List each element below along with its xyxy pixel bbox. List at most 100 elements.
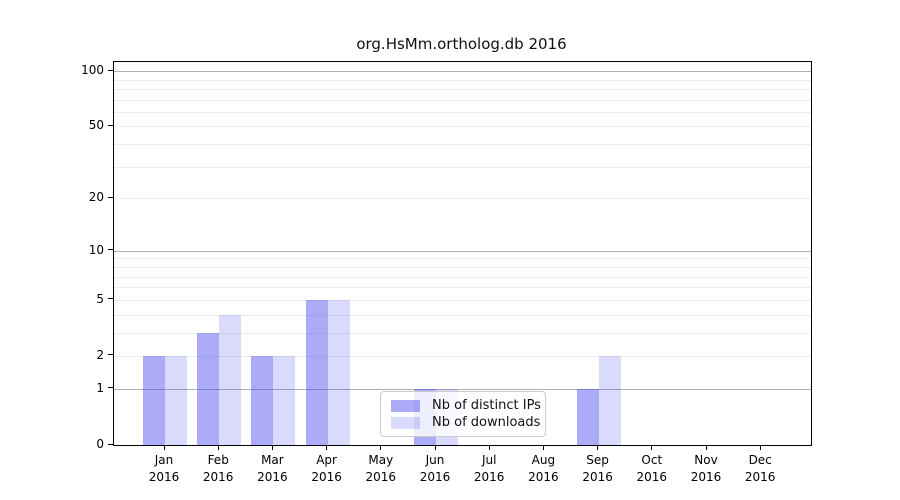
x-tick	[163, 445, 165, 450]
gridline-minor	[114, 299, 811, 301]
bar	[143, 355, 165, 445]
legend: Nb of distinct IPs Nb of downloads	[380, 391, 546, 437]
legend-label-downloads: Nb of downloads	[432, 415, 541, 430]
gridline-major	[114, 388, 811, 390]
x-tick-label: Jan 2016	[132, 452, 196, 486]
x-tick	[217, 445, 219, 450]
x-tick	[597, 445, 599, 450]
x-tick-label-line: Jul	[481, 453, 497, 467]
x-tick-label-line: 2016	[202, 470, 234, 484]
gridline-minor	[114, 144, 811, 146]
gridline-minor	[114, 126, 811, 128]
x-tick	[542, 445, 544, 450]
gridline-minor	[114, 198, 811, 200]
x-tick-label: May 2016	[349, 452, 413, 486]
x-tick-label: Jul 2016	[457, 452, 521, 486]
plot-area	[113, 61, 812, 446]
x-tick-label-line: 2016	[311, 470, 342, 484]
legend-swatch-downloads-icon	[391, 416, 420, 429]
y-tick-label: 1	[96, 380, 104, 395]
gridline-minor	[114, 111, 811, 113]
x-tick-label-line: Dec	[748, 453, 772, 467]
x-tick-label: Dec 2016	[728, 452, 792, 486]
x-tick-label-line: Nov	[694, 453, 718, 467]
y-tick-label: 5	[96, 291, 104, 306]
x-tick-label-line: May	[368, 453, 394, 467]
x-tick-label-line: 2016	[690, 470, 722, 484]
y-tick	[108, 124, 113, 126]
bar	[219, 314, 242, 445]
gridline-minor	[114, 355, 811, 357]
y-tick	[108, 298, 113, 300]
bar	[305, 299, 328, 445]
x-tick-label-line: 2016	[473, 470, 505, 484]
legend-item: Nb of distinct IPs	[388, 398, 541, 413]
y-tick-label: 10	[88, 242, 104, 257]
y-tick	[108, 387, 113, 389]
y-tick	[108, 354, 113, 356]
x-tick-label-line: 2016	[744, 470, 776, 484]
x-tick	[651, 445, 653, 450]
x-tick-label: Sep 2016	[566, 452, 630, 486]
y-tick-label: 50	[88, 118, 104, 133]
x-tick-label-line: 2016	[419, 470, 451, 484]
y-tick	[108, 69, 113, 71]
x-tick-label-line: Jun	[425, 453, 445, 467]
gridline-major	[114, 250, 811, 252]
x-tick-label-line: Sep	[586, 453, 609, 467]
x-tick-label-line: 2016	[148, 470, 180, 484]
x-tick-label: Feb 2016	[186, 452, 250, 486]
bar	[327, 299, 350, 445]
x-tick	[759, 445, 761, 450]
legend-label-distinct-ips: Nb of distinct IPs	[432, 398, 541, 413]
y-tick	[108, 249, 113, 251]
y-tick	[108, 443, 113, 445]
x-tick-label: Aug 2016	[511, 452, 575, 486]
x-tick-label-line: Mar	[261, 453, 284, 467]
y-tick-label: 2	[96, 347, 104, 362]
gridline-minor	[114, 166, 811, 168]
gridline-minor	[114, 287, 811, 289]
x-tick-label-line: 2016	[365, 470, 397, 484]
x-tick-label-line: Apr	[316, 453, 337, 467]
bar	[598, 355, 621, 445]
x-tick-label-line: Aug	[531, 453, 556, 467]
gridline-minor	[114, 276, 811, 278]
bar	[273, 355, 296, 445]
bar	[197, 332, 220, 445]
x-tick-label: Nov 2016	[674, 452, 738, 486]
bar	[576, 388, 599, 445]
x-tick	[705, 445, 707, 450]
gridline-minor	[114, 266, 811, 268]
x-tick-label: Oct 2016	[620, 452, 684, 486]
x-tick-label-line: 2016	[528, 470, 559, 484]
x-tick-label-line: Oct	[641, 453, 663, 467]
y-tick-label: 20	[88, 190, 104, 205]
x-tick-label: Jun 2016	[403, 452, 467, 486]
x-tick	[434, 445, 436, 450]
x-tick	[488, 445, 490, 450]
x-tick	[326, 445, 328, 450]
y-tick-label: 100	[81, 63, 104, 78]
gridline-minor	[114, 79, 811, 81]
x-tick-label-line: 2016	[582, 470, 613, 484]
x-tick-label-line: 2016	[636, 470, 668, 484]
gridline-minor	[114, 314, 811, 316]
legend-item: Nb of downloads	[388, 415, 541, 430]
x-tick	[271, 445, 273, 450]
chart-title: org.HsMm.ortholog.db 2016	[356, 35, 567, 53]
gridline-minor	[114, 258, 811, 260]
gridline-major	[114, 71, 811, 73]
gridline-minor	[114, 99, 811, 101]
x-tick-label-line: Jan	[154, 453, 174, 467]
y-tick-label: 0	[96, 437, 104, 451]
x-tick-label: Mar 2016	[240, 452, 304, 486]
bar	[165, 355, 187, 445]
x-tick-label: Apr 2016	[295, 452, 359, 486]
x-tick-label-line: 2016	[257, 470, 288, 484]
x-tick	[380, 445, 382, 450]
gridline-minor	[114, 332, 811, 334]
bar	[251, 355, 274, 445]
gridline-minor	[114, 88, 811, 90]
